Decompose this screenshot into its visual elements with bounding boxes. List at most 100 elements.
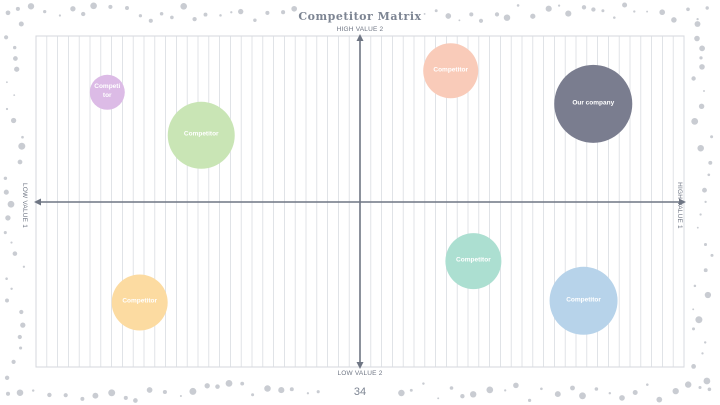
border-dot — [699, 56, 703, 60]
bubble-3 — [167, 101, 235, 169]
border-dot — [13, 94, 16, 97]
border-dot — [203, 12, 208, 17]
border-dot — [5, 277, 8, 280]
border-dot — [27, 3, 35, 10]
border-dot — [215, 384, 220, 389]
border-dot — [19, 309, 24, 315]
page-number: 34 — [353, 386, 367, 398]
border-dot — [702, 187, 707, 193]
border-dot — [449, 386, 454, 390]
border-dot — [608, 391, 612, 395]
border-dot — [125, 6, 129, 10]
border-dot — [695, 316, 703, 324]
border-dot — [686, 7, 690, 12]
border-dot — [423, 12, 426, 15]
border-dot — [486, 386, 494, 394]
matrix-plot — [34, 34, 686, 369]
border-dot — [581, 5, 587, 10]
border-dot — [17, 334, 22, 340]
border-dot — [316, 390, 320, 394]
border-dot — [123, 395, 128, 400]
border-dot — [11, 359, 16, 364]
border-dot — [692, 308, 695, 311]
border-dot — [291, 5, 298, 12]
border-dot — [10, 117, 17, 124]
border-dot — [6, 81, 8, 84]
border-dot — [691, 76, 696, 81]
border-dot — [146, 387, 153, 393]
bubble-label-4: Our company — [572, 99, 615, 107]
border-dot — [4, 35, 9, 40]
bubble-6 — [445, 233, 502, 290]
border-dot — [698, 103, 705, 110]
border-dot — [646, 10, 649, 13]
border-dot — [180, 2, 188, 10]
border-dot — [579, 392, 586, 400]
border-dot — [707, 387, 712, 392]
border-dot — [5, 107, 9, 111]
border-dot — [240, 381, 245, 386]
border-dot — [5, 215, 11, 221]
border-dot — [281, 10, 286, 15]
border-dot — [672, 387, 679, 395]
border-dot — [458, 19, 461, 22]
border-dot — [289, 387, 294, 392]
bubble-2 — [423, 43, 479, 99]
border-dot — [80, 396, 85, 401]
axis-label-low-value-2: LOW VALUE 2 — [337, 370, 383, 377]
border-dot — [90, 2, 97, 10]
border-dot — [19, 346, 23, 350]
border-dot — [504, 389, 507, 392]
bubble-5 — [549, 266, 618, 335]
border-dot — [18, 21, 24, 27]
axis-label-high-value-2: HIGH VALUE 2 — [336, 26, 384, 33]
border-dot — [708, 160, 713, 165]
border-dot — [503, 14, 511, 21]
border-dot — [15, 6, 20, 11]
border-dot — [148, 18, 153, 23]
border-dot — [13, 56, 18, 61]
border-dot — [162, 389, 167, 395]
border-dot — [703, 341, 707, 344]
border-dot — [692, 327, 695, 331]
border-dot — [20, 322, 26, 328]
border-dot — [516, 4, 520, 7]
axis-label-low-value-1: LOW VALUE 1 — [21, 182, 29, 229]
border-dot — [7, 200, 15, 208]
border-dot — [704, 200, 707, 204]
border-dot — [179, 394, 182, 398]
border-dot — [703, 377, 711, 385]
border-dot — [691, 364, 696, 369]
border-dot — [63, 393, 68, 398]
border-dot — [703, 268, 708, 273]
border-dot — [478, 18, 484, 23]
border-dot — [47, 392, 52, 398]
border-dot — [540, 387, 543, 391]
border-dot — [31, 389, 35, 392]
border-dot — [699, 213, 702, 216]
border-dot — [460, 394, 465, 399]
border-dot — [5, 391, 11, 396]
bubble-label-2: Competitor — [433, 66, 469, 74]
y-axis-arrow-top — [356, 34, 364, 41]
border-dot — [58, 14, 62, 17]
border-dot — [13, 45, 17, 50]
border-dot — [434, 9, 438, 13]
border-dot — [705, 6, 709, 10]
border-dot — [398, 389, 405, 397]
slide-title: Competitor Matrix — [298, 10, 422, 23]
border-dot — [5, 298, 9, 303]
border-dot — [565, 10, 572, 17]
axes — [34, 34, 686, 369]
border-dot — [698, 385, 702, 390]
border-dot — [557, 4, 561, 7]
border-dot — [513, 382, 519, 389]
border-dot — [138, 14, 143, 18]
x-axis-arrow-left — [34, 198, 41, 206]
border-dot — [422, 382, 425, 385]
border-dot — [656, 396, 663, 403]
border-dot — [108, 4, 113, 9]
border-dot — [225, 380, 233, 387]
